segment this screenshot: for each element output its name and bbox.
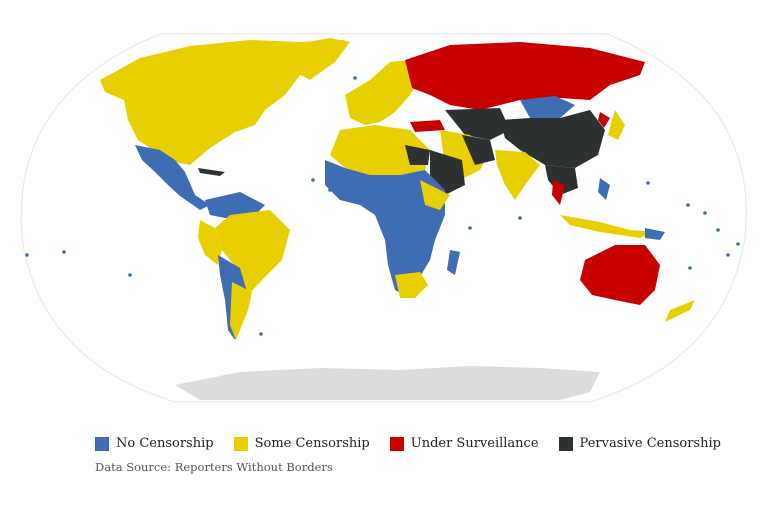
data-source-note: Data Source: Reporters Without Borders xyxy=(95,460,333,474)
mongolia xyxy=(520,96,575,118)
southeast-asia xyxy=(545,165,578,195)
madagascar xyxy=(447,250,460,275)
russia xyxy=(405,42,645,110)
antarctica xyxy=(175,366,600,400)
legend-swatch-red xyxy=(389,436,404,451)
central-asia xyxy=(445,108,510,140)
new-zealand xyxy=(665,300,695,322)
brazil xyxy=(215,210,290,295)
legend-item-pervasive-censorship: Pervasive Censorship xyxy=(558,436,721,451)
world-map xyxy=(20,33,747,403)
argentina xyxy=(230,282,252,340)
horn-of-africa xyxy=(420,180,450,210)
legend-swatch-dark xyxy=(558,436,573,451)
australia xyxy=(580,245,660,305)
legend-item-under-surveillance: Under Surveillance xyxy=(389,436,539,451)
cuba xyxy=(198,168,225,176)
libya-egypt xyxy=(405,145,430,165)
island-markers xyxy=(25,76,740,336)
legend-swatch-yellow xyxy=(233,436,248,451)
north-africa xyxy=(330,125,430,175)
andes-west xyxy=(198,220,222,265)
thailand xyxy=(552,180,565,205)
legend-label: Some Censorship xyxy=(254,436,370,451)
legend-label: Under Surveillance xyxy=(410,436,539,451)
indonesia xyxy=(560,215,655,238)
legend-item-no-censorship: No Censorship xyxy=(95,436,214,451)
mexico-central-america xyxy=(135,145,210,210)
southern-africa xyxy=(395,272,428,298)
philippines xyxy=(598,178,610,200)
legend: No Censorship Some Censorship Under Surv… xyxy=(95,436,721,451)
india xyxy=(495,150,540,200)
sub-saharan-africa xyxy=(325,160,445,295)
papua xyxy=(645,228,665,240)
south-america-north xyxy=(205,192,265,218)
japan-korea xyxy=(608,110,625,140)
north-america xyxy=(100,40,345,165)
turkey xyxy=(410,120,445,132)
legend-swatch-blue xyxy=(95,436,109,451)
legend-label: No Censorship xyxy=(116,436,214,451)
europe xyxy=(345,60,420,125)
greenland xyxy=(290,38,350,80)
legend-label: Pervasive Censorship xyxy=(579,436,721,451)
iran xyxy=(462,135,495,165)
north-korea xyxy=(598,112,610,128)
legend-item-some-censorship: Some Censorship xyxy=(233,436,370,451)
